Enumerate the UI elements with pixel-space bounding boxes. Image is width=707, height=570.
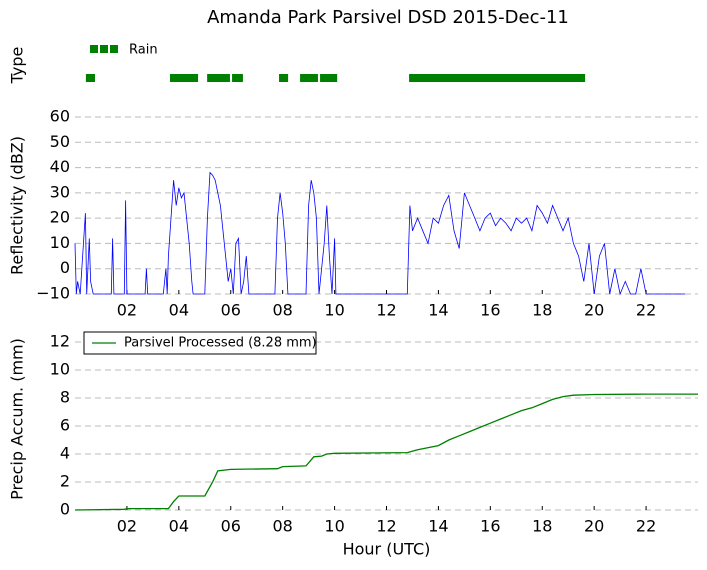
- rain-segment: [409, 74, 586, 82]
- x-tick-label: 20: [584, 517, 604, 536]
- rain-segment: [207, 74, 230, 82]
- legend-swatch: [110, 45, 118, 53]
- rain-segment: [300, 74, 318, 82]
- rain-segment: [232, 74, 243, 82]
- legend-label: Parsivel Processed (8.28 mm): [124, 336, 317, 351]
- y-tick-label: 0: [60, 500, 70, 519]
- x-tick-label: 08: [272, 517, 292, 536]
- x-tick-label: 14: [428, 301, 448, 320]
- y-tick-label: 40: [50, 157, 70, 176]
- x-tick-label: 18: [532, 517, 552, 536]
- y-tick-label: 2: [60, 472, 70, 491]
- x-tick-label: 06: [221, 301, 241, 320]
- y-tick-label: 4: [60, 444, 70, 463]
- legend-swatch: [100, 45, 108, 53]
- y-tick-label: 60: [50, 107, 70, 126]
- x-tick-label: 04: [169, 517, 189, 536]
- y-tick-label: 20: [50, 208, 70, 227]
- x-tick-label: 02: [117, 517, 137, 536]
- x-tick-label: 16: [480, 301, 500, 320]
- y-tick-label: 0: [60, 258, 70, 277]
- data-line: [74, 393, 698, 511]
- x-tick-label: 22: [636, 301, 656, 320]
- x-tick-label: 20: [584, 301, 604, 320]
- y-tick-label: 12: [50, 332, 70, 351]
- x-tick-label: 10: [324, 517, 344, 536]
- rain-segment: [279, 74, 289, 82]
- y-tick-label: 10: [50, 233, 70, 252]
- y-axis-label: Type: [8, 47, 27, 85]
- x-axis-label: Hour (UTC): [343, 540, 431, 559]
- legend-label: Rain: [129, 43, 158, 58]
- y-axis-label: Reflectivity (dBZ): [8, 136, 27, 275]
- y-tick-label: 50: [50, 132, 70, 151]
- rain-segment: [170, 74, 199, 82]
- y-tick-label: 30: [50, 182, 70, 201]
- x-tick-label: 12: [376, 517, 396, 536]
- x-tick-label: 22: [636, 517, 656, 536]
- x-tick-label: 18: [532, 301, 552, 320]
- x-tick-label: 12: [376, 301, 396, 320]
- x-tick-label: 14: [428, 517, 448, 536]
- x-tick-label: 08: [272, 301, 292, 320]
- x-tick-label: 02: [117, 301, 137, 320]
- chart-title: Amanda Park Parsivel DSD 2015-Dec-11: [207, 7, 569, 28]
- legend-swatch: [90, 45, 98, 53]
- y-tick-label: 8: [60, 388, 70, 407]
- x-tick-label: 06: [221, 517, 241, 536]
- legend-box: [83, 331, 317, 355]
- x-tick-label: 04: [169, 301, 189, 320]
- rain-segment: [320, 74, 338, 82]
- y-tick-label: −10: [36, 284, 70, 303]
- data-line: [74, 171, 685, 296]
- y-axis-label: Precip Accum. (mm): [8, 338, 27, 500]
- y-tick-label: 6: [60, 416, 70, 435]
- y-tick-label: 10: [50, 360, 70, 379]
- x-tick-label: 16: [480, 517, 500, 536]
- x-tick-label: 10: [324, 301, 344, 320]
- rain-segment: [85, 74, 95, 82]
